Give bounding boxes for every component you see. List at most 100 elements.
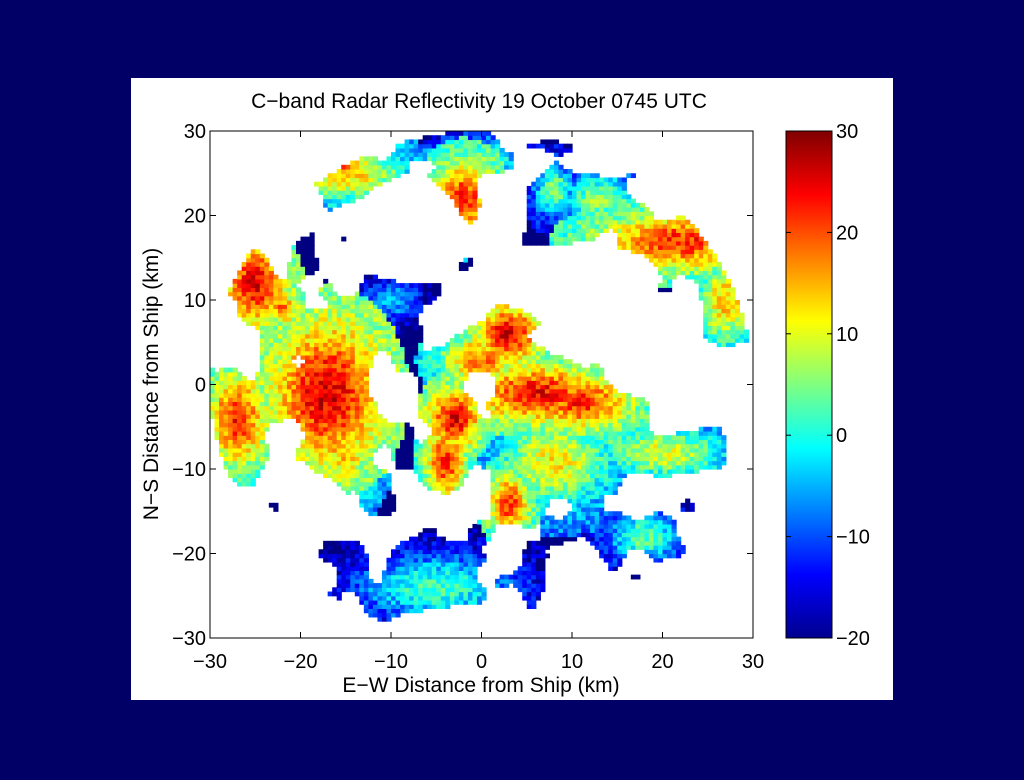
heatmap-cell bbox=[404, 316, 410, 322]
heatmap-cell bbox=[517, 384, 523, 390]
heatmap-cell bbox=[232, 435, 238, 441]
heatmap-cell bbox=[422, 532, 428, 538]
heatmap-cell bbox=[273, 502, 279, 508]
heatmap-cell bbox=[286, 367, 293, 373]
figure-panel: C−band Radar Reflectivity 19 October 074… bbox=[131, 78, 893, 700]
heatmap-cell bbox=[458, 464, 465, 470]
heatmap-cell bbox=[463, 342, 469, 348]
heatmap-cell bbox=[418, 371, 424, 377]
heatmap-cell bbox=[273, 346, 279, 352]
heatmap-cell bbox=[286, 376, 293, 381]
heatmap-cell bbox=[368, 342, 374, 348]
heatmap-cell bbox=[544, 435, 550, 441]
heatmap-cell bbox=[463, 160, 469, 166]
heatmap-cell bbox=[431, 536, 437, 542]
heatmap-cell bbox=[526, 198, 532, 204]
heatmap-cell bbox=[517, 312, 523, 318]
heatmap-cell bbox=[454, 338, 460, 343]
heatmap-cell bbox=[323, 401, 329, 407]
heatmap-cell bbox=[214, 392, 220, 398]
heatmap-cell bbox=[413, 329, 419, 335]
heatmap-cell bbox=[467, 164, 474, 170]
heatmap-cell bbox=[522, 397, 528, 402]
heatmap-cell bbox=[395, 608, 401, 614]
heatmap-cell bbox=[381, 595, 388, 601]
heatmap-cell bbox=[445, 430, 451, 436]
heatmap-cell bbox=[372, 156, 379, 162]
heatmap-cell bbox=[517, 329, 523, 335]
heatmap-cell bbox=[359, 338, 365, 343]
heatmap-cell bbox=[531, 181, 537, 187]
heatmap-cell bbox=[490, 342, 496, 348]
heatmap-cell bbox=[553, 160, 560, 166]
heatmap-cell bbox=[431, 561, 437, 567]
heatmap-cell bbox=[472, 574, 478, 580]
heatmap-cell bbox=[268, 278, 274, 284]
heatmap-cell bbox=[264, 300, 270, 305]
heatmap-cell bbox=[436, 549, 442, 555]
heatmap-cell bbox=[535, 540, 541, 546]
heatmap-cell bbox=[581, 190, 587, 195]
heatmap-cell bbox=[295, 405, 302, 411]
heatmap-cell bbox=[404, 329, 410, 335]
heatmap-cell bbox=[513, 325, 519, 331]
heatmap-cell bbox=[422, 473, 428, 479]
heatmap-cell bbox=[544, 173, 550, 179]
heatmap-cell bbox=[431, 430, 437, 436]
heatmap-cell bbox=[454, 371, 460, 377]
heatmap-cell bbox=[295, 401, 302, 407]
heatmap-cell bbox=[495, 519, 501, 525]
heatmap-cell bbox=[409, 456, 415, 462]
heatmap-cell bbox=[522, 316, 528, 322]
heatmap-cell bbox=[427, 380, 433, 386]
heatmap-cell bbox=[341, 452, 347, 457]
heatmap-cell bbox=[531, 519, 537, 525]
heatmap-cell bbox=[237, 443, 243, 449]
heatmap-cell bbox=[454, 545, 460, 550]
heatmap-cell bbox=[291, 245, 297, 250]
heatmap-cell bbox=[418, 469, 424, 474]
heatmap-cell bbox=[368, 321, 374, 326]
heatmap-cell bbox=[318, 333, 324, 339]
heatmap-cell bbox=[558, 481, 564, 487]
heatmap-cell bbox=[608, 426, 614, 432]
heatmap-cell bbox=[264, 274, 270, 280]
heatmap-cell bbox=[332, 464, 338, 470]
heatmap-cell bbox=[585, 185, 591, 191]
heatmap-cell bbox=[300, 426, 306, 432]
heatmap-cell bbox=[544, 236, 550, 242]
heatmap-cell bbox=[422, 469, 428, 474]
heatmap-cell bbox=[467, 207, 474, 212]
heatmap-cell bbox=[562, 515, 569, 521]
heatmap-cell bbox=[323, 430, 329, 436]
heatmap-cell bbox=[449, 545, 455, 550]
heatmap-cell bbox=[440, 426, 446, 432]
heatmap-cell bbox=[585, 426, 591, 432]
heatmap-cell bbox=[413, 452, 419, 457]
heatmap-cell bbox=[486, 363, 492, 369]
heatmap-cell bbox=[386, 304, 392, 310]
heatmap-cell bbox=[391, 494, 397, 500]
heatmap-cell bbox=[454, 473, 460, 479]
heatmap-cell bbox=[562, 147, 569, 153]
heatmap-cell bbox=[576, 532, 582, 538]
heatmap-cell bbox=[526, 469, 532, 474]
heatmap-cell bbox=[210, 371, 216, 377]
heatmap-cell bbox=[467, 185, 474, 191]
heatmap-cell bbox=[458, 473, 465, 479]
heatmap-cell bbox=[540, 409, 546, 415]
heatmap-cell bbox=[300, 439, 306, 445]
heatmap-cell bbox=[531, 316, 537, 322]
heatmap-cell bbox=[336, 401, 342, 407]
heatmap-cell bbox=[458, 481, 465, 487]
heatmap-cell bbox=[454, 439, 460, 445]
heatmap-cell bbox=[617, 481, 623, 487]
heatmap-cell bbox=[264, 287, 270, 293]
heatmap-cell bbox=[562, 409, 569, 415]
heatmap-cell bbox=[504, 574, 510, 580]
heatmap-cell bbox=[332, 439, 338, 445]
heatmap-cell bbox=[395, 300, 401, 305]
heatmap-cell bbox=[549, 435, 555, 441]
heatmap-cell bbox=[323, 545, 329, 550]
heatmap-cell bbox=[440, 566, 446, 571]
